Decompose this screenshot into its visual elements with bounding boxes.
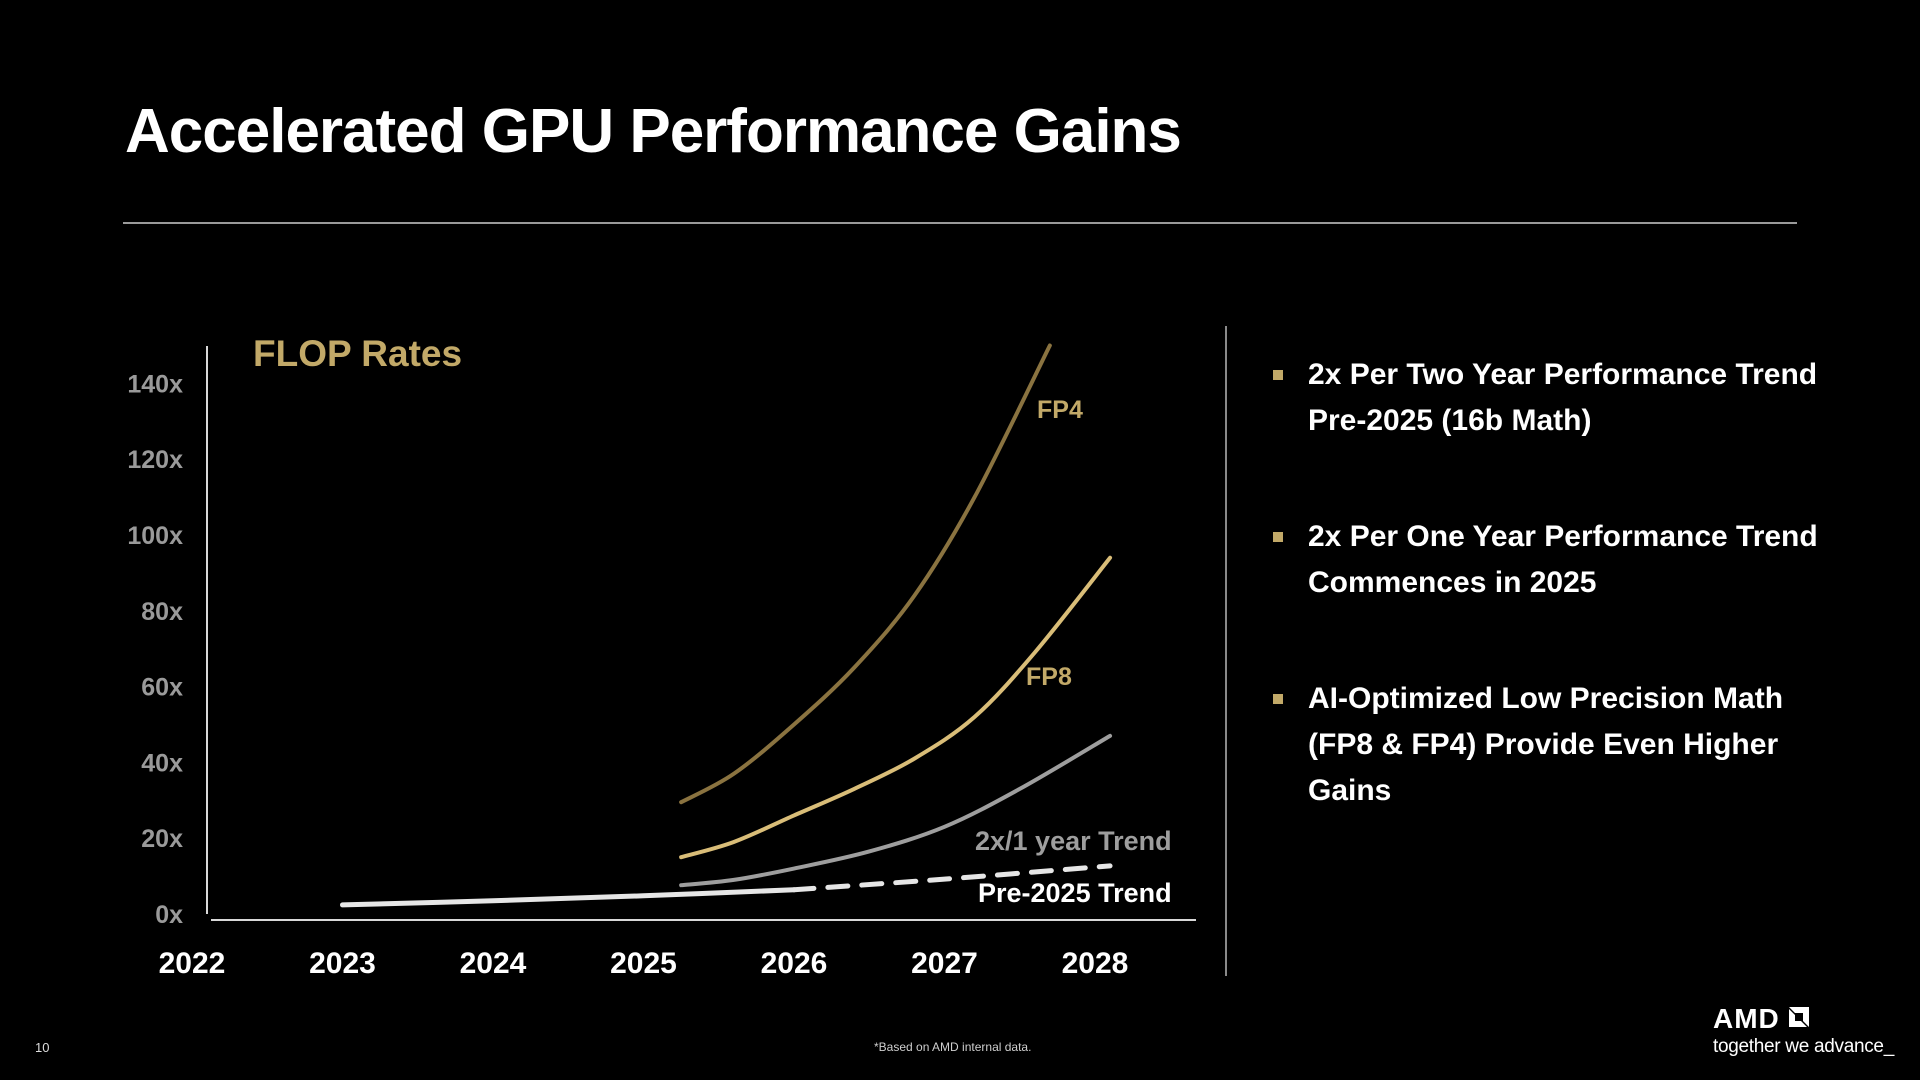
y-tick-label: 40x xyxy=(141,749,183,777)
y-tick-label: 60x xyxy=(141,674,183,702)
square-bullet-icon xyxy=(1273,694,1283,704)
square-bullet-icon xyxy=(1273,370,1283,380)
amd-arrow-icon xyxy=(1787,1005,1811,1034)
amd-tagline: together we advance_ xyxy=(1713,1036,1894,1057)
flop-rates-chart: FLOP Rates 0x 20x 40x 60x 80x 100x 120x 140x 20… xyxy=(127,333,1196,980)
chart-title: FLOP Rates xyxy=(253,333,462,374)
bullet-item: 2x Per One Year Performance Trend Commen… xyxy=(1272,514,1832,606)
y-tick-label: 140x xyxy=(127,370,183,398)
title-divider xyxy=(123,222,1797,224)
y-tick-label: 100x xyxy=(127,522,183,550)
y-tick-label: 120x xyxy=(127,446,183,474)
x-tick-label: 2025 xyxy=(610,947,677,980)
x-tick-label: 2024 xyxy=(460,947,527,980)
slide-title: Accelerated GPU Performance Gains xyxy=(125,97,1182,166)
amd-logo: AMD together we advance_ xyxy=(1713,1003,1894,1058)
series-line-fp8 xyxy=(679,555,1113,860)
x-tick-label: 2023 xyxy=(309,947,376,980)
bullet-list: 2x Per Two Year Performance Trend Pre-20… xyxy=(1272,352,1832,884)
amd-wordmark: AMD xyxy=(1713,1003,1780,1034)
vertical-divider xyxy=(1225,326,1227,976)
series-label: 2x/1 year Trend xyxy=(975,826,1172,856)
series-label: Pre-2025 Trend xyxy=(978,878,1172,908)
series-line-fp4 xyxy=(679,343,1052,805)
footnote: *Based on AMD internal data. xyxy=(874,1040,1032,1054)
x-tick-label: 2028 xyxy=(1062,947,1129,980)
square-bullet-icon xyxy=(1273,532,1283,542)
bullet-text: AI-Optimized Low Precision Math (FP8 & F… xyxy=(1308,682,1784,807)
bullet-item: 2x Per Two Year Performance Trend Pre-20… xyxy=(1272,352,1832,444)
x-tick-label: 2027 xyxy=(911,947,978,980)
series-line-pre-2025-trend-projected xyxy=(791,863,1113,893)
series-line-pre-2025-trend xyxy=(340,887,797,908)
x-tick-label: 2022 xyxy=(159,947,226,980)
y-tick-label: 20x xyxy=(141,825,183,853)
series-line-2x-1-year-trend xyxy=(679,733,1113,888)
bullet-item: AI-Optimized Low Precision Math (FP8 & F… xyxy=(1272,676,1832,814)
y-tick-label: 0x xyxy=(155,901,183,929)
y-tick-label: 80x xyxy=(141,598,183,626)
series-label: FP8 xyxy=(1026,663,1072,691)
x-tick-label: 2026 xyxy=(761,947,828,980)
bullet-text: 2x Per Two Year Performance Trend Pre-20… xyxy=(1308,358,1818,437)
bullet-text: 2x Per One Year Performance Trend Commen… xyxy=(1308,520,1818,599)
series-label: FP4 xyxy=(1037,396,1083,424)
page-number: 10 xyxy=(35,1040,50,1055)
